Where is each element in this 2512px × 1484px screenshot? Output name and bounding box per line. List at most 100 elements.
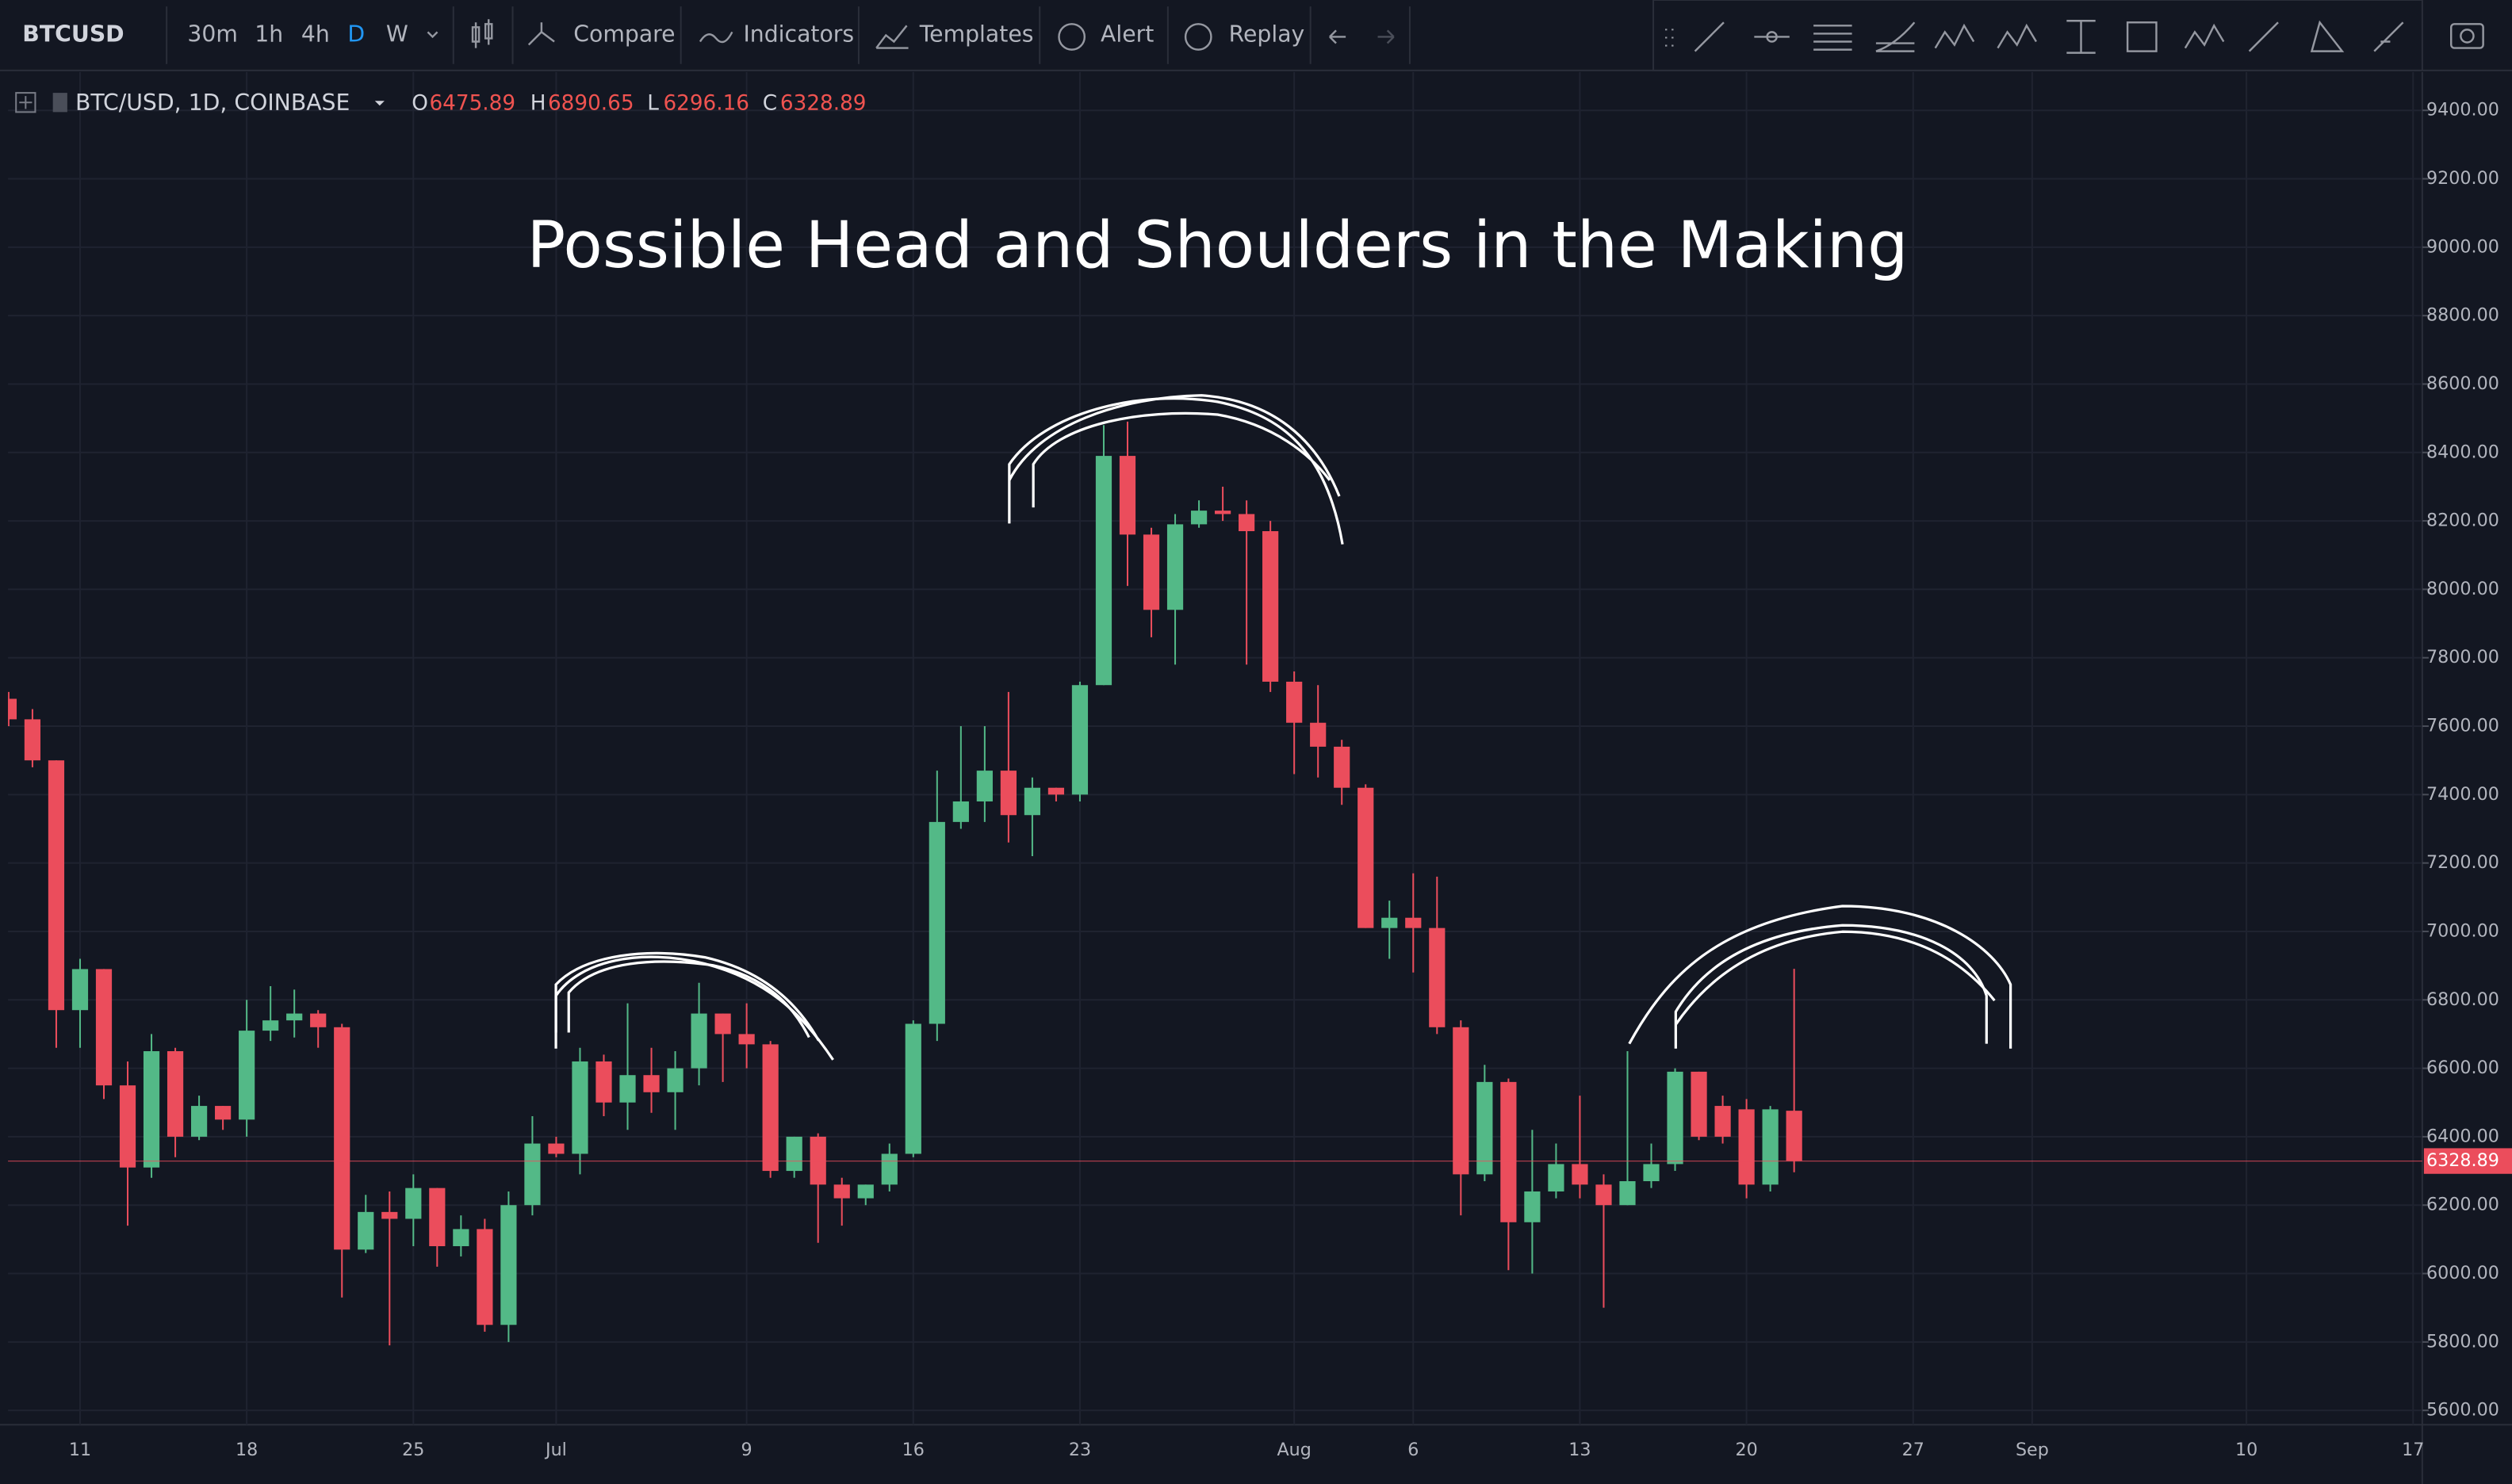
x-tick-label: 17	[2402, 1440, 2424, 1460]
candle-body	[1786, 1111, 1802, 1161]
ohlc-value: 6296.16	[663, 92, 749, 116]
ohlc-value: 6328.89	[780, 92, 867, 116]
x-tick-label: 9	[741, 1440, 752, 1460]
x-tick-label: Jul	[544, 1440, 567, 1460]
right-shoulder	[1628, 905, 2012, 1049]
symbol[interactable]: BTCUSD	[22, 21, 124, 47]
interval[interactable]: D	[347, 21, 365, 47]
templates-icon[interactable]	[875, 25, 909, 49]
button[interactable]: Replay	[1229, 21, 1305, 47]
tool-icon[interactable]	[1875, 21, 1916, 52]
tool-icon[interactable]	[2126, 21, 2158, 52]
x-tick-label: 23	[1069, 1440, 1091, 1460]
tool-icon[interactable]	[2184, 23, 2225, 49]
tool-icon[interactable]	[2373, 21, 2404, 52]
candle-body	[548, 1143, 565, 1154]
candle-body	[8, 698, 17, 720]
expand-icon[interactable]	[15, 92, 36, 113]
tool-icon[interactable]	[1934, 23, 1975, 49]
y-tick-label: 7200.00	[2426, 852, 2499, 873]
last-price-label: 6328.89	[2426, 1150, 2499, 1171]
candle-body	[119, 1085, 136, 1168]
x-tick-label: 27	[1902, 1440, 1924, 1460]
redo-icon[interactable]	[1377, 29, 1395, 44]
candle-body	[524, 1143, 541, 1206]
tool-icon[interactable]	[2066, 20, 2096, 54]
candle-body	[1595, 1184, 1612, 1206]
candle-body	[1762, 1109, 1779, 1185]
button[interactable]: Indicators	[743, 21, 854, 47]
candle-body	[1143, 534, 1160, 610]
tool-icon[interactable]	[1813, 25, 1852, 51]
camera-icon[interactable]	[2450, 23, 2484, 49]
candle-body	[1381, 917, 1398, 928]
y-tick-label: 5600.00	[2426, 1400, 2499, 1421]
alert-icon[interactable]	[1058, 23, 1086, 51]
candle-body	[881, 1153, 898, 1185]
indicators-icon[interactable]	[699, 31, 733, 44]
ohlc-label: O	[412, 92, 428, 116]
symbol-title[interactable]: BTC/USD, 1D, COINBASE	[75, 90, 350, 116]
x-tick-label: 25	[402, 1440, 424, 1460]
chart-type-icon[interactable]	[471, 19, 493, 48]
candle-body	[1262, 531, 1279, 682]
camera-icon[interactable]	[2460, 29, 2475, 44]
y-tick-label: 5800.00	[2426, 1331, 2499, 1352]
undo-icon[interactable]	[1329, 29, 1346, 44]
candle-body	[1024, 787, 1041, 816]
tool-icon[interactable]	[1754, 31, 1790, 43]
drag-handle[interactable]	[1665, 29, 1674, 47]
candle-body	[1572, 1164, 1588, 1185]
button[interactable]: Compare	[573, 21, 675, 47]
interval[interactable]: W	[386, 21, 408, 47]
candle-body	[1500, 1081, 1517, 1222]
candle-body	[1357, 787, 1374, 928]
candle-body	[1095, 456, 1112, 686]
interval[interactable]: 1h	[255, 21, 283, 47]
tool-icon[interactable]	[1997, 23, 2037, 49]
dropdown-icon[interactable]	[374, 101, 385, 106]
left-shoulder	[567, 960, 810, 1038]
ohlc-label: C	[763, 92, 777, 116]
y-tick-label: 9000.00	[2426, 236, 2499, 257]
interval[interactable]: 30m	[187, 21, 238, 47]
y-tick-label: 6200.00	[2426, 1195, 2499, 1215]
candle-body	[1214, 511, 1231, 514]
candle-body	[48, 760, 65, 1011]
tool-icon[interactable]	[2248, 21, 2279, 52]
candle-body	[381, 1211, 398, 1219]
x-tick-label: 20	[1735, 1440, 1757, 1460]
replay-icon[interactable]	[1184, 23, 1212, 51]
candle-body	[1453, 1027, 1469, 1175]
y-tick-label: 7600.00	[2426, 716, 2499, 736]
interval[interactable]: 4h	[301, 21, 330, 47]
candle-body	[143, 1051, 160, 1168]
y-tick-label: 8200.00	[2426, 511, 2499, 531]
candle-body	[1334, 746, 1350, 788]
button[interactable]: Templates	[919, 21, 1034, 47]
candle-body	[1286, 681, 1303, 723]
expand-icon[interactable]	[19, 96, 33, 109]
button[interactable]: Alert	[1101, 21, 1154, 47]
candle-body	[1738, 1109, 1755, 1185]
candle-body	[714, 1013, 731, 1035]
dropdown-icon[interactable]	[427, 31, 438, 39]
candle-body	[1071, 685, 1089, 795]
candle-body	[215, 1106, 232, 1120]
candle-body	[643, 1075, 660, 1092]
y-tick-label: 6600.00	[2426, 1058, 2499, 1078]
candle-body	[239, 1031, 255, 1120]
tool-icon[interactable]	[2310, 20, 2345, 52]
candle-body	[1000, 771, 1017, 816]
right-shoulder	[1674, 924, 1988, 1049]
candle-body	[500, 1205, 517, 1325]
compare-icon[interactable]	[527, 22, 555, 46]
grid	[8, 71, 2422, 1425]
y-tick-label: 7000.00	[2426, 920, 2499, 941]
x-tick-label: 11	[69, 1440, 91, 1460]
x-tick-label: 13	[1568, 1440, 1591, 1460]
tool-icon[interactable]	[1694, 21, 1725, 52]
symbol-icon	[52, 93, 67, 113]
x-tick-label: Aug	[1277, 1440, 1311, 1460]
